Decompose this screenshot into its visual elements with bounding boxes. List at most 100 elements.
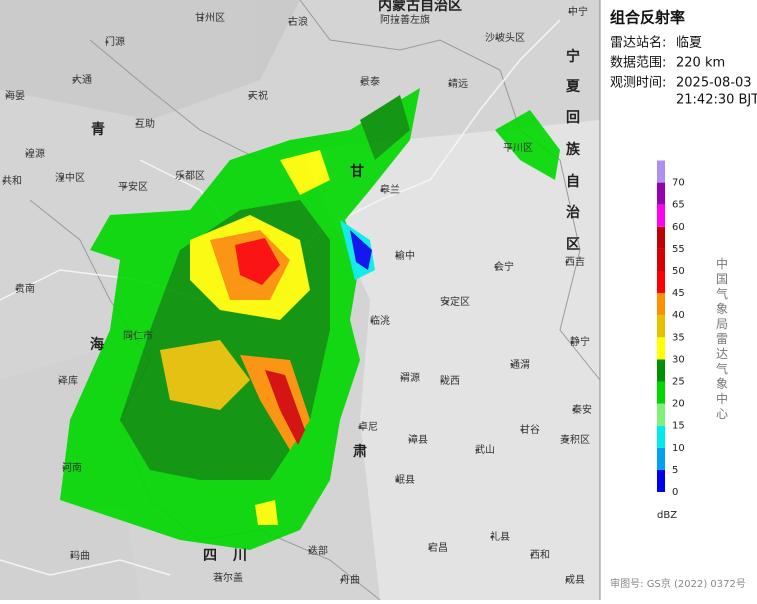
place-dot [128,334,132,338]
place-label: 沙坡头区 [485,31,525,44]
place-dot [248,94,252,98]
place-label: 皋兰 [380,183,400,196]
place-dot [395,254,399,258]
place-label: 西吉 [565,256,585,268]
place-dot [572,408,576,412]
place-dot [308,549,312,553]
place-label: 平安区 [118,180,148,193]
place-label: 贵南 [15,282,35,295]
legend-swatch [657,359,665,382]
place-dot [570,340,574,344]
place-dot [5,94,9,98]
place-label: 甘谷 [520,423,540,436]
place-dot [568,10,572,14]
place-dot [288,20,292,24]
region-label: 夏 [566,78,581,95]
legend-label: 20 [672,399,685,410]
region-label: 区 [566,237,580,253]
legend-swatch [657,160,665,183]
place-label: 大通 [72,73,92,86]
legend-swatch [657,315,665,338]
legend-label: 50 [672,266,685,277]
place-label: 麦积区 [560,434,590,446]
legend-swatch [657,204,665,227]
info-label: 数据范围: [610,56,666,71]
place-label: 宕昌 [428,541,448,554]
place-dot [105,40,109,44]
legend-swatch [657,248,665,271]
place-dot [475,448,479,452]
legend-swatch [657,403,665,426]
region-label: 回 [566,110,580,126]
place-label: 湟中区 [55,171,85,184]
place-label: 共和 [2,175,22,187]
place-label: 会宁 [494,260,514,273]
place-dot [565,578,569,582]
info-label: 观测时间: [610,76,666,91]
place-label: 古浪 [288,15,308,28]
info-value: 临夏 [676,36,702,51]
region-label: 族 [566,141,581,158]
legend-label: 25 [672,377,685,388]
place-label: 通渭 [510,359,530,371]
place-dot [565,260,569,264]
place-label: 阿拉善左旗 [380,13,430,26]
region-label: 内蒙古自治区 [378,0,462,14]
place-dot [135,122,139,126]
place-label: 若尔盖 [213,571,243,584]
place-label: 西和 [530,549,550,561]
region-label: 肃 [353,443,367,460]
place-dot [58,379,62,383]
info-value: 220 km [676,56,725,71]
source-text: 中国气象局雷达气象中心 [715,256,729,422]
legend-swatch [657,293,665,316]
place-dot [510,363,514,367]
place-dot [218,576,222,580]
place-label: 同仁市 [123,329,153,342]
place-label: 迭部 [308,544,328,557]
place-dot [358,425,362,429]
place-dot [448,82,452,86]
place-dot [408,438,412,442]
place-dot [400,376,404,380]
place-dot [508,146,512,150]
place-dot [60,176,64,180]
place-label: 安定区 [440,295,470,308]
place-label: 秦安 [572,403,592,416]
legend-swatch [657,337,665,360]
place-label: 榆中 [395,249,415,262]
info-panel [601,0,757,600]
place-label: 礼县 [490,530,510,543]
legend-label: 55 [672,244,685,255]
place-label: 漳县 [408,433,428,446]
place-label: 乐都区 [175,170,205,182]
info-value: 21:42:30 BJT [676,93,757,108]
legend-swatch [657,226,665,249]
region-label: 宁 [566,48,580,65]
place-label: 渭源 [400,371,420,384]
place-dot [395,478,399,482]
place-label: 成县 [565,574,585,586]
legend-label: 70 [672,178,685,189]
region-label: 海 [90,336,104,353]
place-label: 中宁 [568,5,588,18]
place-dot [62,466,66,470]
region-label: 甘 [350,163,364,180]
legend-swatch [657,447,665,470]
place-label: 天祝 [248,89,268,102]
place-dot [2,179,6,183]
place-label: 景泰 [360,75,380,88]
info-value: 2025-08-03 [676,76,752,91]
region-label: 青 [91,121,105,138]
legend-label: 5 [672,465,678,476]
legend-label: 60 [672,222,685,233]
place-dot [200,16,204,20]
legend-label: 0 [672,487,678,498]
place-dot [360,80,364,84]
place-dot [25,152,29,156]
legend-unit: dBZ [657,510,677,521]
legend-swatch [657,182,665,205]
place-dot [428,546,432,550]
place-dot [495,36,499,40]
